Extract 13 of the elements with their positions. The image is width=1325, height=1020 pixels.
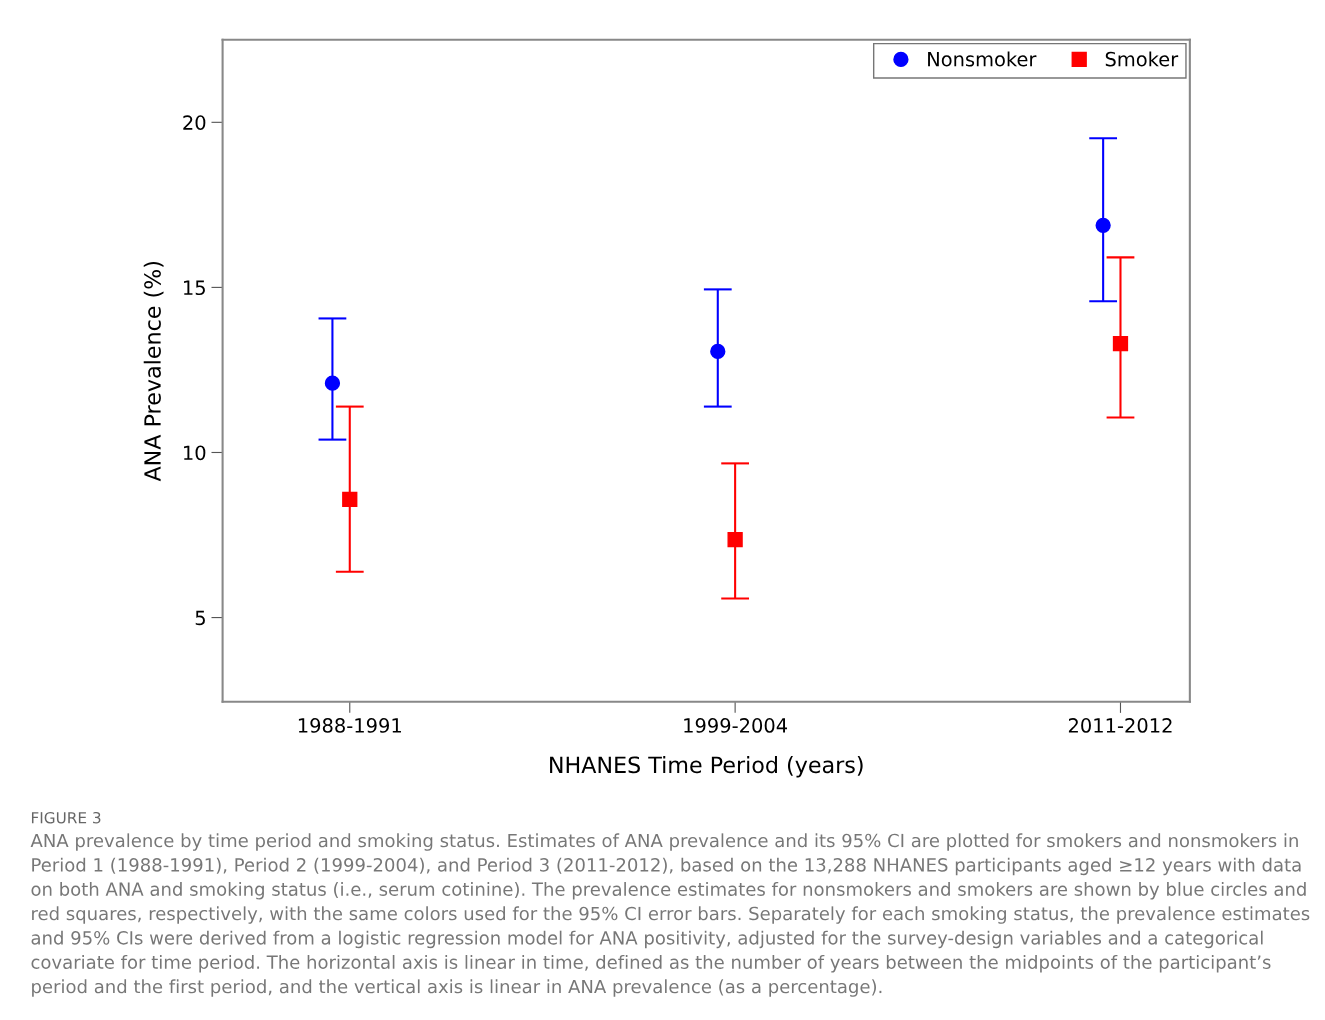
y-tick-label: 15 xyxy=(184,280,205,296)
legend-label: Smoker xyxy=(1105,51,1179,67)
text: ANA prevalence by time period and smoking status. Estimates of ANA prevalence and its 95% CI are plotted for smokers and nonsmokers in Period 1 (1988-1991), Period 2 (1999-2004), and Period 3 (2011-2012), based on the 13,288 NHANES participants aged ≥12 years with data on both ANA and smoking status (i.e., serum cotinine). The prevalence estimates for nonsmokers and smokers are shown by blue circles and red squares, respectively, with the same colors used for the 95% CI error bars. Separately for each smoking status, the prevalence estimates and 95% CIs were derived from a logistic regression model for ANA positivity, adjusted for the survey-design variables and a categorical covariate for time period. The horizontal axis is linear in time, defined as the number of years between the midpoints of the participant’s period and the first period, and the vertical axis is linear in ANA prevalence (as a percentage). xyxy=(30,833,1310,997)
x-tick-label: 1999-2004 xyxy=(684,718,788,733)
caption: FIGURE 3 xyxy=(31,811,101,824)
y-tick-label: 20 xyxy=(183,115,206,130)
y-tick-label: 5 xyxy=(195,610,205,626)
x-tick-label: 2011-2012 xyxy=(1068,718,1172,733)
legend-label: Nonsmoker xyxy=(928,51,1037,67)
x-axis-title: NHANES Time Period (years) xyxy=(550,756,863,778)
y-tick-label: 10 xyxy=(184,445,206,461)
x-tick-label: 1988-1991 xyxy=(298,718,401,733)
y-axis-title: ANA Prevalence (%) xyxy=(143,261,164,482)
